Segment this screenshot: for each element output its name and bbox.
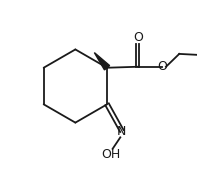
- Text: OH: OH: [101, 148, 121, 161]
- Text: N: N: [117, 125, 127, 138]
- Text: O: O: [157, 60, 167, 73]
- Polygon shape: [94, 53, 110, 70]
- Text: O: O: [133, 31, 143, 44]
